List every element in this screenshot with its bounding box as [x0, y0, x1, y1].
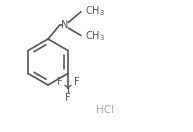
- Text: HCl: HCl: [96, 105, 114, 115]
- Text: CH$_3$: CH$_3$: [85, 4, 105, 18]
- Text: CH$_3$: CH$_3$: [85, 29, 105, 43]
- Text: F: F: [57, 77, 62, 87]
- Text: N: N: [61, 20, 68, 30]
- Text: F: F: [74, 77, 79, 87]
- Text: F: F: [65, 93, 71, 103]
